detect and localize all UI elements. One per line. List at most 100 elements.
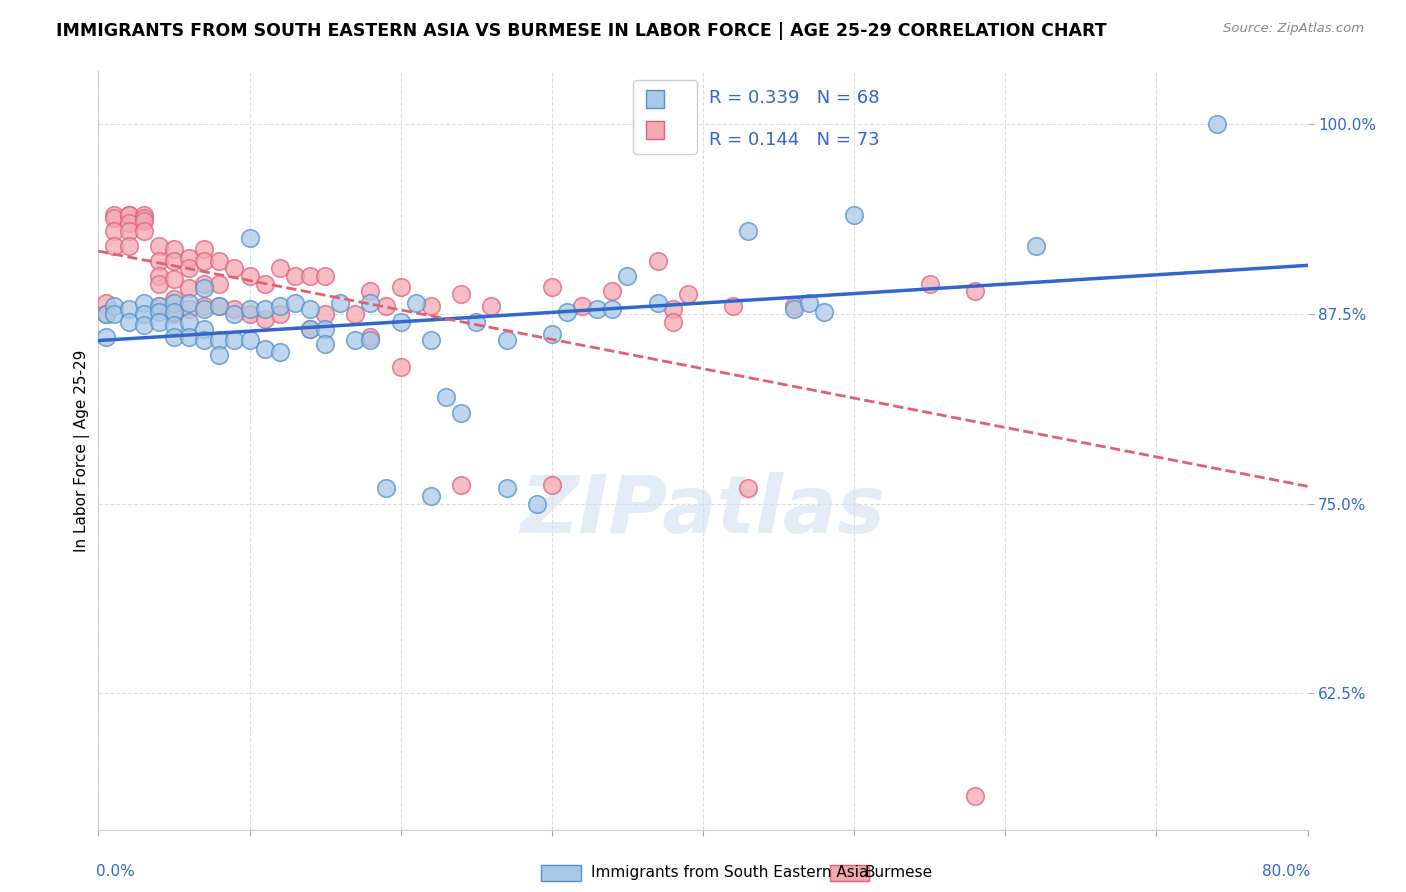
Point [208, 253, 231, 268]
Point [132, 209, 155, 223]
Point [647, 253, 669, 268]
Point [844, 209, 866, 223]
Point [450, 287, 472, 301]
Point [389, 359, 412, 375]
Point [103, 307, 125, 321]
Point [193, 302, 215, 317]
Point [783, 300, 806, 314]
Point [179, 251, 201, 265]
Point [208, 300, 231, 314]
Point [103, 223, 125, 237]
Text: R = 0.144   N = 73: R = 0.144 N = 73 [709, 130, 880, 149]
Point [239, 307, 262, 321]
Point [586, 302, 609, 317]
Point [434, 391, 457, 405]
Point [314, 307, 336, 321]
Point [420, 489, 443, 503]
Point [526, 497, 548, 511]
Point [783, 302, 806, 317]
Point [389, 279, 412, 293]
Point [405, 296, 427, 310]
Point [360, 296, 382, 310]
Point [118, 238, 141, 252]
Point [647, 296, 669, 310]
Point [450, 405, 472, 419]
Point [208, 333, 231, 347]
Point [329, 296, 352, 310]
Point [208, 348, 231, 362]
Point [179, 315, 201, 329]
Point [94, 330, 117, 344]
Point [299, 302, 322, 317]
Point [163, 330, 186, 344]
Text: 0.0%: 0.0% [96, 863, 135, 879]
Point [389, 315, 412, 329]
Point [224, 302, 246, 317]
Point [193, 333, 215, 347]
Point [737, 223, 759, 237]
Point [239, 333, 262, 347]
Point [344, 307, 367, 321]
Point [602, 302, 624, 317]
Point [540, 326, 562, 341]
Point [676, 287, 699, 301]
Text: Source: ZipAtlas.com: Source: ZipAtlas.com [1223, 22, 1364, 36]
Point [465, 315, 488, 329]
Point [94, 307, 117, 321]
Point [540, 478, 562, 492]
Point [269, 344, 291, 359]
Text: 80.0%: 80.0% [1261, 863, 1310, 879]
Point [374, 482, 396, 496]
Point [224, 333, 246, 347]
Point [193, 322, 215, 336]
Point [94, 307, 117, 321]
Point [239, 269, 262, 284]
Point [118, 216, 141, 230]
Point [118, 209, 141, 223]
Point [965, 285, 987, 299]
Point [148, 300, 170, 314]
Point [813, 305, 835, 319]
Point [224, 307, 246, 321]
Point [148, 300, 170, 314]
Point [284, 269, 307, 284]
Point [571, 300, 593, 314]
Point [163, 292, 186, 306]
Point [495, 333, 517, 347]
Point [344, 333, 367, 347]
Point [360, 333, 382, 347]
Point [269, 307, 291, 321]
Text: Immigrants from South Eastern Asia: Immigrants from South Eastern Asia [591, 865, 868, 880]
Point [132, 211, 155, 226]
Text: R = 0.339   N = 68: R = 0.339 N = 68 [709, 89, 880, 107]
Point [118, 302, 141, 317]
Point [193, 253, 215, 268]
Point [420, 300, 443, 314]
Point [737, 482, 759, 496]
Point [132, 318, 155, 332]
Point [163, 318, 186, 332]
Point [179, 302, 201, 317]
Point [208, 300, 231, 314]
Point [284, 296, 307, 310]
Point [239, 231, 262, 245]
Point [148, 277, 170, 291]
Point [193, 242, 215, 256]
Point [360, 285, 382, 299]
Point [148, 238, 170, 252]
Point [94, 296, 117, 310]
Point [965, 789, 987, 804]
Point [163, 307, 186, 321]
Point [374, 300, 396, 314]
Point [208, 277, 231, 291]
Point [481, 300, 503, 314]
Point [179, 261, 201, 276]
Point [103, 238, 125, 252]
Point [253, 342, 276, 356]
Point [269, 261, 291, 276]
Point [1024, 238, 1046, 252]
Point [555, 305, 578, 319]
Point [163, 305, 186, 319]
Point [314, 322, 336, 336]
Point [132, 214, 155, 228]
